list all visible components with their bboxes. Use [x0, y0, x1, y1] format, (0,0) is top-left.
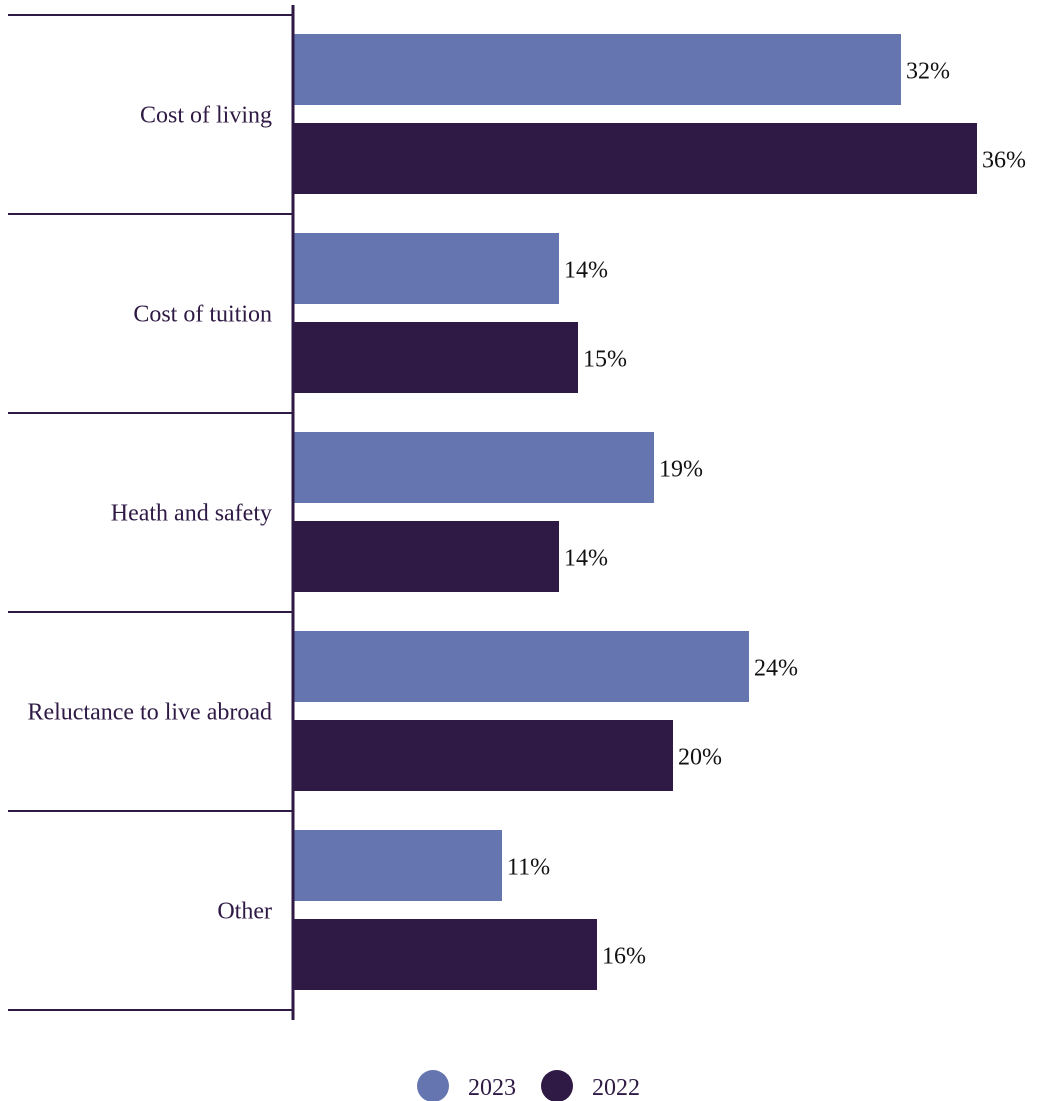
bar-2022-2 — [293, 521, 559, 592]
value-label: 20% — [678, 745, 722, 771]
legend-label: 2023 — [468, 1075, 516, 1101]
value-label: 11% — [507, 855, 550, 881]
bar-2023-0 — [293, 34, 901, 105]
value-label: 14% — [564, 258, 608, 284]
category-label: Reluctance to live abroad — [27, 700, 272, 726]
bar-2023-2 — [293, 432, 654, 503]
category-label: Cost of living — [140, 103, 272, 129]
legend: 2023 2022 — [417, 1070, 640, 1101]
bar-marks — [293, 34, 977, 990]
value-label: 24% — [754, 656, 798, 682]
category-label: Heath and safety — [111, 501, 272, 527]
legend-swatch — [541, 1070, 573, 1101]
value-label: 32% — [906, 59, 950, 85]
value-label: 36% — [982, 148, 1026, 174]
category-labels: Cost of living Cost of tuition Heath and s… — [27, 103, 272, 925]
legend-swatch — [417, 1070, 449, 1101]
value-label: 19% — [659, 457, 703, 483]
value-label: 14% — [564, 546, 608, 572]
legend-label: 2022 — [592, 1075, 640, 1101]
bar-2022-1 — [293, 322, 578, 393]
category-separators — [8, 14, 293, 1011]
bar-2022-4 — [293, 919, 597, 990]
bar-2023-3 — [293, 631, 749, 702]
category-label: Cost of tuition — [133, 302, 272, 328]
value-labels: 32% 36% 14% 15% 19% 14% 24% 20% 11% 16% — [507, 59, 1026, 970]
bar-2022-3 — [293, 720, 673, 791]
value-label: 16% — [602, 944, 646, 970]
bar-2022-0 — [293, 123, 977, 194]
bar-2023-4 — [293, 830, 502, 901]
bar-2023-1 — [293, 233, 559, 304]
category-label: Other — [217, 899, 272, 925]
value-label: 15% — [583, 347, 627, 373]
